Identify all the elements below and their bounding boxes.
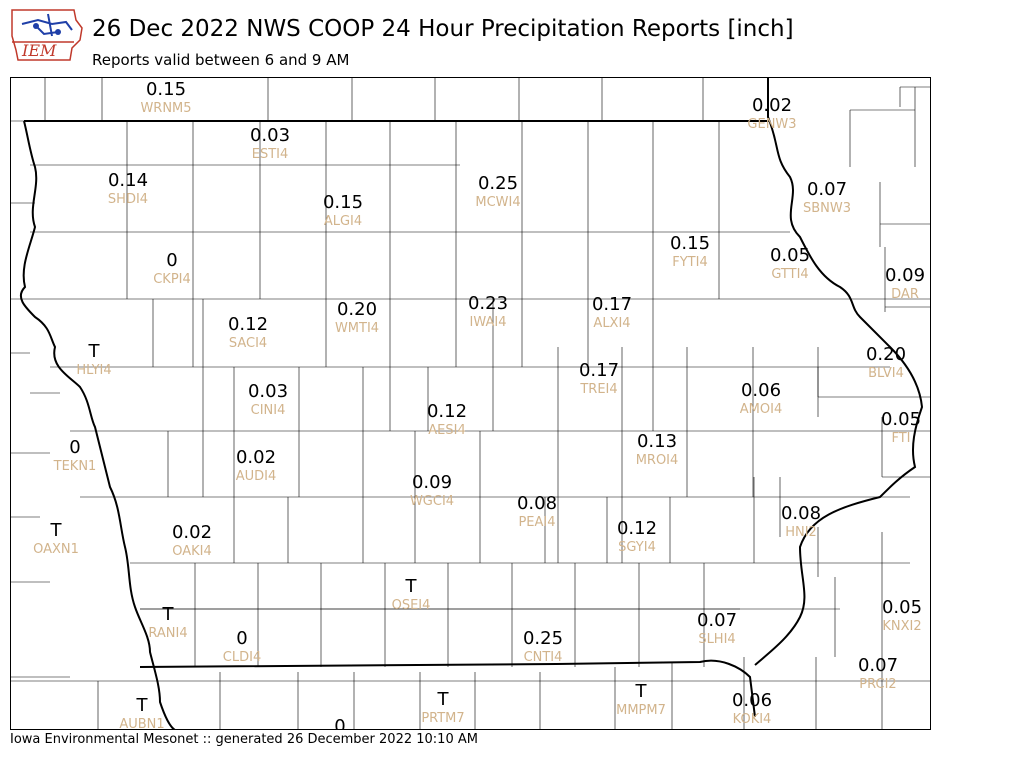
station-value: 0.25 <box>478 173 518 194</box>
station-id: FYTI4 <box>672 255 707 270</box>
iem-logo: IEM <box>11 9 83 61</box>
station-id: CLDI4 <box>223 650 261 665</box>
station-value: 0.20 <box>337 299 377 320</box>
station-id: WMTI4 <box>335 321 379 336</box>
station-id: TREI4 <box>579 382 617 397</box>
station-id: PEAI4 <box>518 515 555 530</box>
station-value: 0.12 <box>427 401 467 422</box>
station-value: 0.15 <box>146 79 186 100</box>
station-value: 0.13 <box>637 431 677 452</box>
station-value: 0.12 <box>617 518 657 539</box>
station-value: 0.06 <box>732 690 772 711</box>
station-id: SACI4 <box>229 336 267 351</box>
station-value: 0 <box>69 437 80 458</box>
station-id: ALXI4 <box>593 316 630 331</box>
station-id: TEKN1 <box>53 459 97 474</box>
station-id: BLVI4 <box>868 366 904 381</box>
state-boundaries <box>19 77 924 730</box>
station-value: 0.02 <box>236 447 276 468</box>
station-value: 0.05 <box>882 597 922 618</box>
station-value: 0.09 <box>412 472 452 493</box>
station-id: CKPI4 <box>153 272 191 287</box>
station-id: WRNM5 <box>140 101 191 116</box>
station-id: IWAI4 <box>470 315 507 330</box>
station-value: 0.05 <box>770 245 810 266</box>
station-id: AUDI4 <box>236 469 277 484</box>
station-id: AESI4 <box>428 423 465 438</box>
station-value: 0.17 <box>592 294 632 315</box>
station-id: SHDI4 <box>108 192 148 207</box>
station-value: T <box>405 576 418 597</box>
station-value: T <box>635 681 648 702</box>
station-value: 0.07 <box>807 179 847 200</box>
station-value: 0.03 <box>248 381 288 402</box>
station-id: AUBN1 <box>119 717 164 730</box>
map-subtitle: Reports valid between 6 and 9 AM <box>92 51 350 69</box>
station-value: 0 <box>166 250 177 271</box>
station-value: 0.06 <box>741 380 781 401</box>
station-value: 0.09 <box>885 265 925 286</box>
station-value: 0 <box>334 716 345 730</box>
station-id: OAXN1 <box>33 542 79 557</box>
station-value: 0.15 <box>323 192 363 213</box>
station-id: KNXI2 <box>882 619 921 634</box>
station-value: T <box>437 689 450 710</box>
station-id: CNTI4 <box>524 650 563 665</box>
station-value: T <box>50 520 63 541</box>
station-id: FTI <box>891 431 910 446</box>
station-id: OSEI4 <box>392 598 431 613</box>
map-frame <box>10 77 931 730</box>
station-value: 0.12 <box>228 314 268 335</box>
station-value: 0.07 <box>697 610 737 631</box>
station-value: 0.25 <box>523 628 563 649</box>
station-id: GENW3 <box>747 117 796 132</box>
station-value: 0.23 <box>468 293 508 314</box>
station-id: ALGI4 <box>324 214 362 229</box>
station-id: OAKI4 <box>172 544 212 559</box>
station-id: PRTM7 <box>421 711 464 726</box>
station-id: SBNW3 <box>803 201 851 216</box>
station-id: CINI4 <box>251 403 286 418</box>
station-value: T <box>136 695 149 716</box>
station-id: ESTI4 <box>252 147 289 162</box>
station-value: 0.08 <box>781 503 821 524</box>
station-id: SLHI4 <box>698 632 735 647</box>
station-id: MMPM7 <box>616 703 666 718</box>
station-id: AMOI4 <box>740 402 782 417</box>
station-value: 0.05 <box>881 409 921 430</box>
station-id: MROI4 <box>636 453 679 468</box>
station-id: HLYI4 <box>76 363 111 378</box>
county-boundaries <box>10 77 931 730</box>
station-id: RANI4 <box>148 626 187 641</box>
footer-credit: Iowa Environmental Mesonet :: generated … <box>10 732 478 747</box>
station-value: 0.08 <box>517 493 557 514</box>
station-id: DAR <box>891 287 919 302</box>
station-id: WGCI4 <box>410 494 454 509</box>
station-value: T <box>88 341 101 362</box>
station-value: 0.02 <box>752 95 792 116</box>
station-value: 0 <box>236 628 247 649</box>
station-value: 0.02 <box>172 522 212 543</box>
station-id: MCWI4 <box>475 195 520 210</box>
station-value: 0.17 <box>579 360 619 381</box>
map-title: 26 Dec 2022 NWS COOP 24 Hour Precipitati… <box>92 16 794 42</box>
station-value: 0.07 <box>858 655 898 676</box>
station-id: PRCI2 <box>859 677 896 692</box>
station-value: 0.03 <box>250 125 290 146</box>
station-id: HNI2 <box>785 525 817 540</box>
station-id: SGYI4 <box>618 540 656 555</box>
station-value: T <box>162 604 175 625</box>
station-value: 0.14 <box>108 170 148 191</box>
station-id: KOKI4 <box>733 712 772 727</box>
station-id: GTTI4 <box>771 267 808 282</box>
station-value: 0.20 <box>866 344 906 365</box>
station-value: 0.15 <box>670 233 710 254</box>
logo-text: IEM <box>21 41 57 60</box>
